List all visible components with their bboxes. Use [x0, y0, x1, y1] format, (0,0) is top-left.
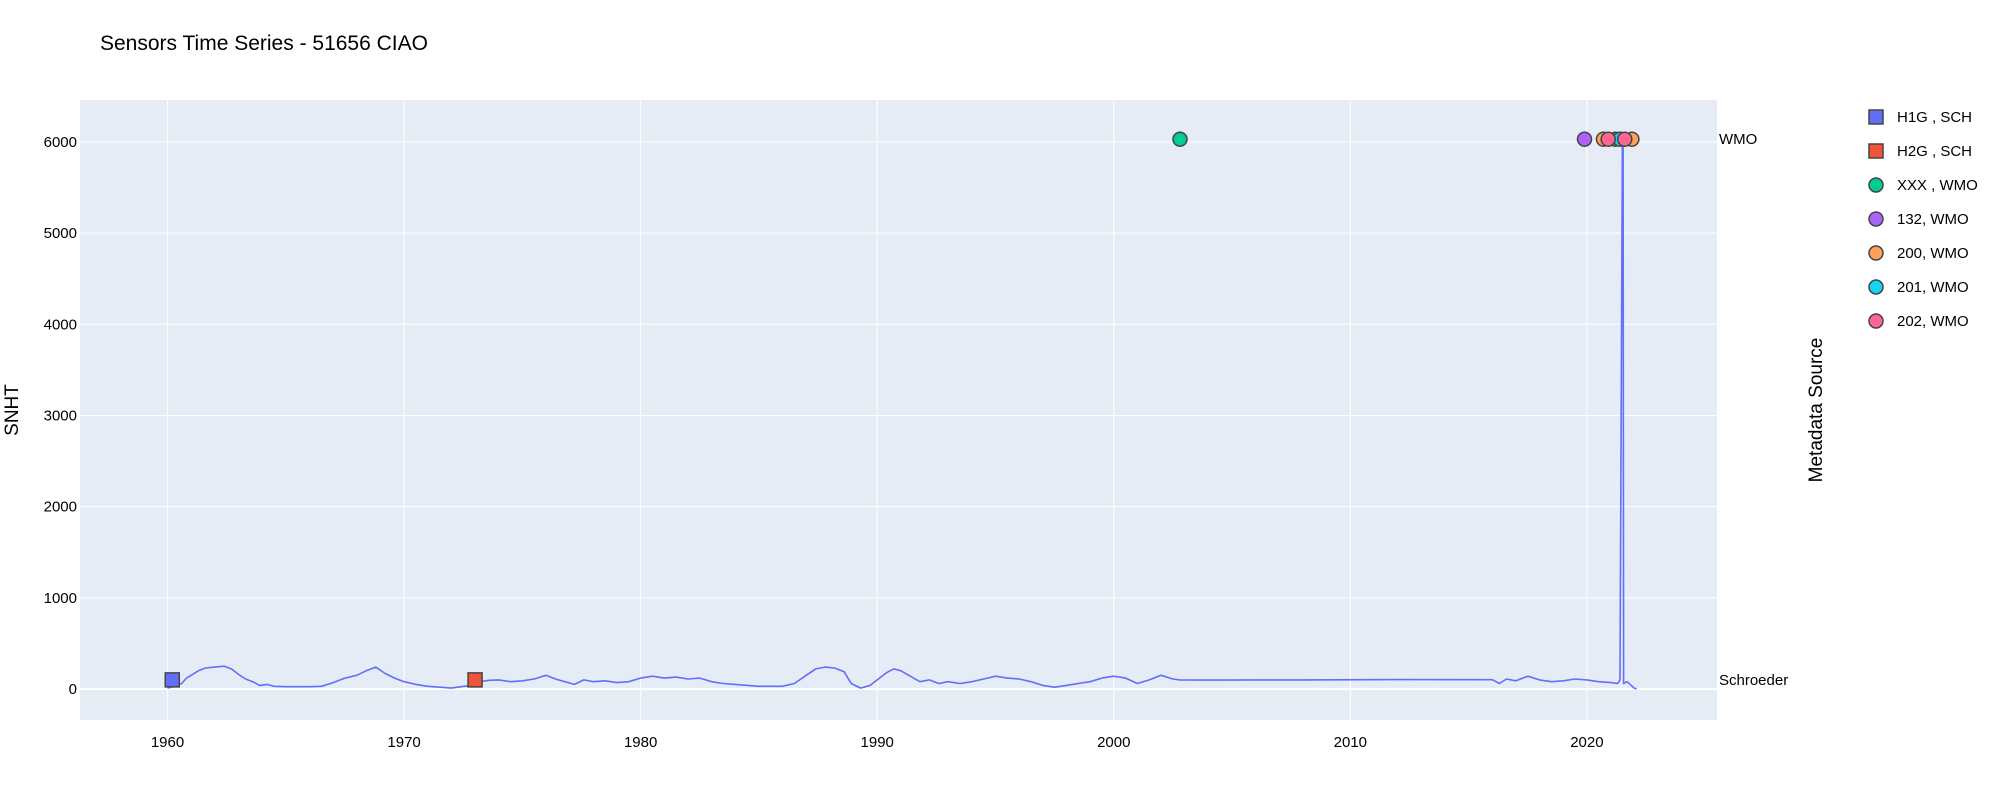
x-tick-label: 2000 [1097, 734, 1130, 751]
y-tick-label: 1000 [44, 590, 77, 607]
legend-swatch [1868, 143, 1884, 159]
gridlines [80, 100, 1717, 720]
y-tick-label: 2000 [44, 499, 77, 516]
legend-swatch [1868, 109, 1884, 125]
y-tick-label: 6000 [44, 134, 77, 151]
metadata-source-label: WMO [1719, 131, 1757, 148]
legend-label: 201, WMO [1897, 279, 1969, 296]
x-axis-ticks: 1960 1970 1980 1990 2000 2010 2020 [151, 734, 1604, 751]
legend-label: H2G , SCH [1897, 143, 1972, 160]
y-axis-title: SNHT [2, 384, 23, 436]
y-tick-label: 3000 [44, 407, 77, 424]
y-tick-label: 0 [69, 681, 77, 698]
y-tick-label: 5000 [44, 225, 77, 242]
legend-item[interactable]: 201, WMO [1868, 279, 1969, 296]
x-tick-label: 1960 [151, 734, 184, 751]
x-tick-label: 2010 [1334, 734, 1367, 751]
metadata-source-label: Schroeder [1719, 672, 1788, 689]
x-tick-label: 1980 [624, 734, 657, 751]
legend-item[interactable]: H2G , SCH [1868, 143, 1972, 160]
sensor-marker [1616, 131, 1633, 147]
y-axis-ticks: 0 1000 2000 3000 4000 5000 6000 [44, 134, 77, 698]
sensor-marker [1576, 131, 1593, 147]
legend-item[interactable]: 132, WMO [1868, 211, 1969, 228]
legend-item[interactable]: XXX , WMO [1868, 177, 1978, 194]
chart-title: Sensors Time Series - 51656 CIAO [100, 32, 428, 55]
x-tick-label: 2020 [1570, 734, 1603, 751]
sensor-marker [1172, 131, 1188, 147]
legend-swatch [1868, 279, 1884, 295]
legend-swatch [1868, 313, 1884, 329]
metadata-source-labels: Schroeder WMO [1719, 131, 1788, 689]
plot-background [80, 100, 1717, 720]
x-tick-label: 1990 [861, 734, 894, 751]
snht-line [167, 138, 1637, 690]
sensor-marker [1600, 131, 1616, 147]
legend: H1G , SCH H2G , SCH XXX , WMO 132, WMO 200, … [1868, 109, 1978, 330]
x-tick-label: 1970 [387, 734, 420, 751]
legend-item[interactable]: 202, WMO [1868, 313, 1969, 330]
legend-label: 202, WMO [1897, 313, 1969, 330]
legend-label: 200, WMO [1897, 245, 1969, 262]
legend-item[interactable]: 200, WMO [1868, 245, 1969, 262]
sensor-marker [467, 672, 483, 688]
y-tick-label: 4000 [44, 316, 77, 333]
legend-label: H1G , SCH [1897, 109, 1972, 126]
legend-item[interactable]: H1G , SCH [1868, 109, 1972, 126]
legend-swatch [1868, 211, 1884, 227]
legend-swatch [1868, 245, 1884, 261]
y2-axis-title: Metadata Source [1806, 338, 1827, 483]
markers [164, 131, 1640, 688]
sensor-marker [164, 672, 181, 688]
legend-label: XXX , WMO [1897, 177, 1978, 194]
legend-label: 132, WMO [1897, 211, 1969, 228]
legend-swatch [1868, 177, 1884, 193]
snht-series-line [167, 138, 1637, 690]
